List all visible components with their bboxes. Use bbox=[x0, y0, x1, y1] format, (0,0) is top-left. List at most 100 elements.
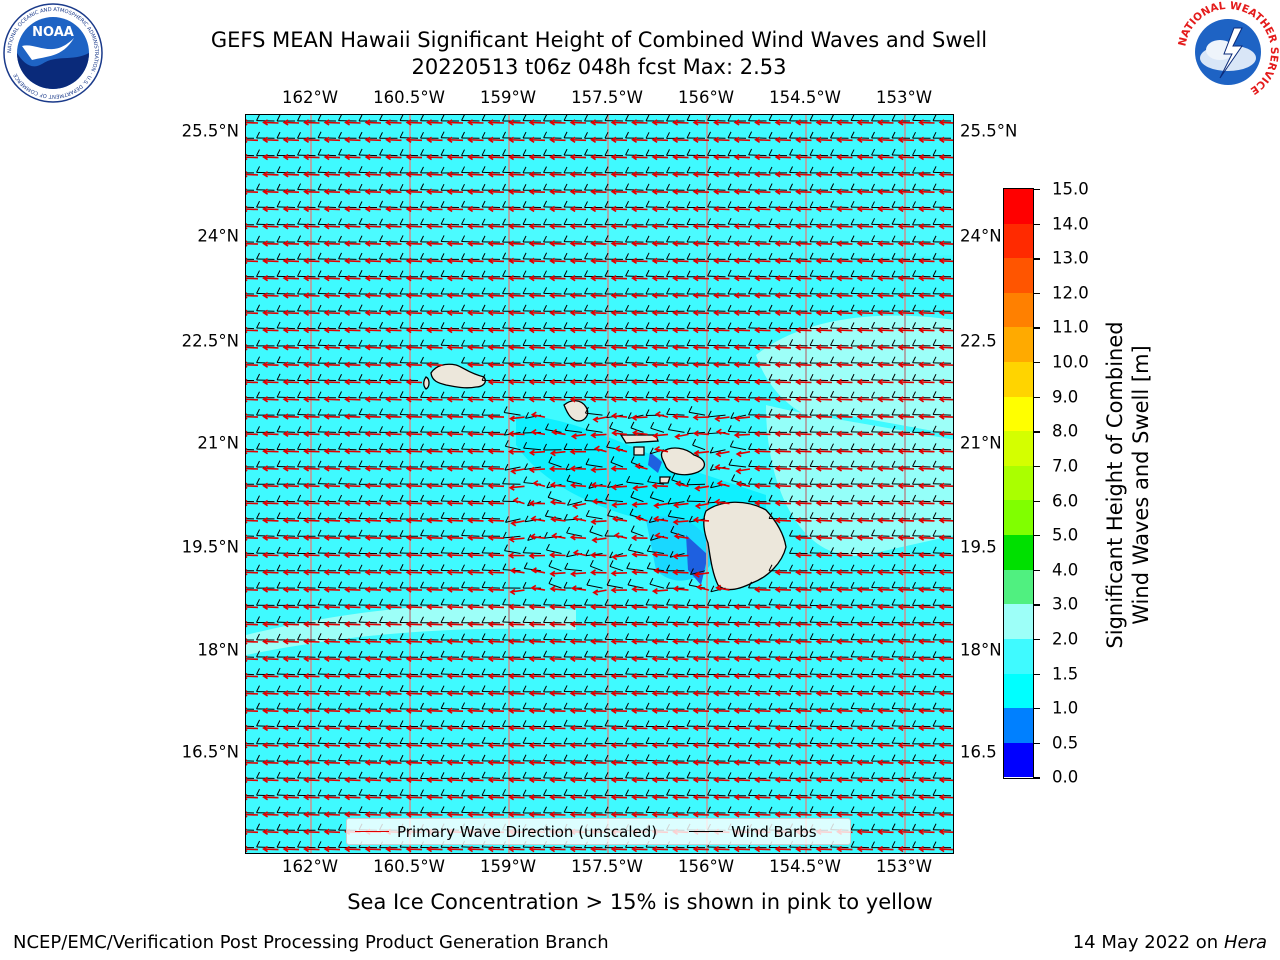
wind-barb-flag bbox=[748, 495, 752, 502]
wind-barb-flag bbox=[666, 166, 670, 174]
wave-arrow-head bbox=[713, 603, 720, 611]
wave-arrow-head bbox=[303, 344, 310, 351]
wind-barb-flag bbox=[707, 737, 711, 744]
wave-direction-arrow bbox=[345, 398, 361, 401]
wind-barb-flag bbox=[830, 529, 834, 537]
wave-direction-arrow bbox=[714, 277, 730, 280]
wave-direction-arrow bbox=[366, 346, 382, 349]
wave-arrow-head bbox=[364, 274, 371, 282]
wind-barb-flag bbox=[276, 564, 281, 571]
wave-direction-arrow bbox=[468, 484, 484, 488]
wave-direction-arrow bbox=[694, 381, 710, 384]
wind-barb-flag bbox=[789, 633, 793, 641]
wave-direction-arrow bbox=[940, 121, 953, 124]
wave-arrow-head bbox=[426, 465, 433, 472]
wave-direction-arrow bbox=[386, 260, 402, 263]
wave-direction-arrow bbox=[940, 138, 953, 142]
wave-direction-arrow bbox=[858, 173, 874, 176]
wave-direction-arrow bbox=[489, 415, 505, 418]
wind-barb-flag bbox=[932, 200, 937, 208]
wave-direction-arrow bbox=[653, 208, 669, 211]
wind-barb-flag bbox=[317, 616, 322, 623]
wind-barb-flag bbox=[317, 218, 322, 225]
wind-barb-flag bbox=[789, 702, 794, 709]
wave-arrow-head bbox=[282, 223, 289, 230]
wave-direction-arrow bbox=[489, 121, 505, 124]
wave-arrow-head bbox=[508, 153, 515, 161]
wave-direction-arrow bbox=[489, 225, 505, 228]
wave-direction-arrow bbox=[591, 190, 607, 193]
wind-barb-flag bbox=[256, 460, 260, 468]
wind-barb-flag bbox=[604, 599, 609, 606]
wind-barb-flag bbox=[707, 304, 712, 312]
wave-direction-arrow bbox=[878, 450, 894, 453]
wave-direction-arrow bbox=[550, 121, 566, 124]
wind-barb-flag bbox=[461, 806, 466, 813]
wind-barb-flag bbox=[256, 512, 260, 519]
wind-barb-flag bbox=[809, 615, 814, 623]
wind-barb-flag bbox=[768, 235, 773, 242]
wave-arrow-head bbox=[344, 517, 351, 524]
graticule bbox=[310, 115, 906, 853]
wave-arrow-head bbox=[262, 430, 269, 438]
wind-barb-flag bbox=[563, 131, 568, 139]
wind-barb-flag bbox=[461, 581, 465, 588]
wave-direction-arrow bbox=[325, 190, 341, 193]
wave-arrow-head bbox=[713, 326, 720, 334]
wave-arrow-head bbox=[692, 223, 699, 230]
wave-arrow-head bbox=[303, 378, 310, 386]
wave-arrow-head bbox=[610, 603, 617, 611]
wind-barb-flag bbox=[686, 235, 691, 243]
wave-arrow-head bbox=[590, 309, 597, 316]
wind-barb-flag bbox=[399, 494, 404, 502]
wind-barb-flag bbox=[645, 720, 650, 727]
wave-arrow-head bbox=[856, 274, 863, 282]
wave-arrow-head bbox=[364, 153, 371, 161]
wave-direction-arrow bbox=[551, 450, 566, 454]
wave-direction-arrow bbox=[246, 208, 259, 211]
wave-arrow-head bbox=[672, 603, 679, 611]
wind-barb-flag bbox=[584, 287, 588, 295]
wave-direction-arrow bbox=[468, 294, 484, 297]
wind-barb-flag bbox=[440, 460, 445, 468]
wind-barb-flag bbox=[809, 529, 814, 537]
wave-direction-arrow bbox=[325, 381, 341, 384]
wave-arrow-head bbox=[385, 171, 392, 178]
wind-barb-flag bbox=[850, 564, 855, 572]
wave-direction-arrow bbox=[489, 294, 505, 297]
wind-barb-flag bbox=[871, 650, 876, 657]
wave-direction-arrow bbox=[304, 588, 320, 591]
wind-barb-flag bbox=[912, 356, 916, 363]
wave-direction-arrow bbox=[448, 606, 464, 609]
wind-barb-flag bbox=[891, 321, 896, 329]
wave-arrow-head bbox=[385, 586, 392, 593]
wind-barb-flag bbox=[768, 443, 773, 450]
wave-arrow-head bbox=[426, 413, 433, 420]
wave-arrow-head bbox=[672, 257, 679, 265]
wind-barb-flag bbox=[420, 183, 425, 190]
wind-barb-flag bbox=[256, 737, 260, 745]
wind-barb-flag bbox=[686, 374, 691, 381]
wind-barb-flag bbox=[399, 650, 404, 658]
wave-arrow-head bbox=[877, 257, 884, 265]
wave-arrow-head bbox=[692, 603, 699, 611]
wave-arrow-head bbox=[446, 292, 453, 299]
wave-direction-arrow bbox=[653, 121, 669, 124]
wave-direction-arrow bbox=[448, 588, 464, 591]
wave-arrow-head bbox=[590, 396, 597, 403]
wave-arrow-head bbox=[446, 430, 453, 438]
wave-arrow-head bbox=[303, 240, 310, 247]
wind-barb-flag bbox=[604, 287, 609, 295]
wave-direction-arrow bbox=[511, 468, 525, 473]
wind-barb-flag bbox=[891, 823, 896, 830]
wave-direction-arrow bbox=[694, 242, 710, 245]
wave-arrow-head bbox=[344, 378, 351, 386]
wave-arrow-head bbox=[385, 257, 392, 265]
map-panel[interactable] bbox=[245, 114, 954, 854]
wave-direction-arrow bbox=[776, 346, 792, 349]
wave-arrow-head bbox=[467, 274, 474, 282]
wave-arrow-head bbox=[262, 240, 269, 247]
wave-arrow-head bbox=[569, 205, 576, 213]
map-canvas[interactable] bbox=[246, 115, 954, 854]
wind-barb-flag bbox=[584, 737, 588, 744]
